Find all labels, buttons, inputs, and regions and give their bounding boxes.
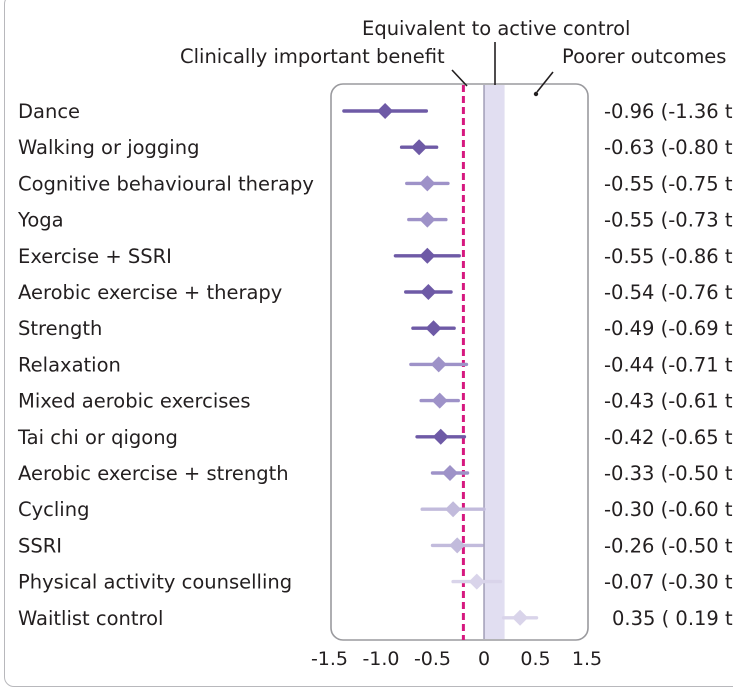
ci-value-text: -0.44 (-0.71 to bbox=[604, 353, 733, 376]
figure-frame bbox=[4, 0, 733, 687]
annotation-benefit: Clinically important benefit bbox=[180, 45, 445, 68]
row-label: Cycling bbox=[18, 498, 89, 521]
ci-value-text: -0.63 (-0.80 to bbox=[604, 136, 733, 159]
row-label: Exercise + SSRI bbox=[18, 245, 172, 268]
point-estimate bbox=[512, 609, 529, 626]
ci-value-text: -0.49 (-0.69 to bbox=[604, 317, 733, 340]
annotation-poorer: Poorer outcomes bbox=[562, 45, 726, 68]
ci-value-text: -0.55 (-0.73 to bbox=[604, 209, 733, 232]
row-label: Strength bbox=[18, 317, 102, 340]
ci-value-text: -0.07 (-0.30 to bbox=[604, 571, 733, 594]
x-tick-label: -0.5 bbox=[414, 648, 451, 670]
row-label: Walking or jogging bbox=[18, 136, 199, 159]
row-label: SSRI bbox=[18, 534, 62, 557]
annotation-equivalent: Equivalent to active control bbox=[362, 17, 630, 40]
ci-value-text: -0.30 (-0.60 to bbox=[604, 498, 733, 521]
row-label: Tai chi or qigong bbox=[17, 426, 178, 449]
point-estimate bbox=[419, 211, 436, 228]
x-tick-label: -1.0 bbox=[362, 648, 399, 670]
row-label: Physical activity counselling bbox=[18, 571, 292, 594]
point-estimate bbox=[449, 537, 466, 554]
row-label: Dance bbox=[18, 100, 80, 123]
row-label: Relaxation bbox=[18, 353, 121, 376]
point-estimate bbox=[445, 501, 462, 518]
x-tick-label: -1.5 bbox=[311, 648, 348, 670]
row-label: Aerobic exercise + therapy bbox=[18, 281, 282, 304]
point-estimate bbox=[377, 103, 394, 119]
point-estimate bbox=[468, 573, 485, 590]
point-estimate bbox=[430, 356, 447, 373]
point-estimate bbox=[420, 284, 437, 300]
pointer-benefit bbox=[451, 69, 468, 87]
point-estimate bbox=[419, 247, 436, 264]
row-label: Yoga bbox=[17, 209, 64, 232]
pointer-poorer bbox=[536, 71, 554, 93]
x-tick-label: 0.5 bbox=[520, 648, 550, 670]
point-estimate bbox=[419, 175, 436, 192]
ci-value-text: -0.54 (-0.76 to bbox=[604, 281, 733, 304]
row-label: Aerobic exercise + strength bbox=[18, 462, 289, 485]
rows-layer: Dance -0.96 (-1.36 to Walking or jogging -0… bbox=[17, 100, 733, 630]
equivalence-band bbox=[484, 85, 505, 639]
x-tick-label: 0 bbox=[478, 648, 490, 670]
pointer-poorer-dot bbox=[533, 91, 539, 97]
ci-value-text: -0.42 (-0.65 to bbox=[604, 426, 733, 449]
point-estimate bbox=[411, 139, 428, 156]
row-label: Cognitive behavioural therapy bbox=[18, 172, 314, 195]
x-tick-label: 1.5 bbox=[572, 648, 602, 670]
ci-value-text: 0.35 ( 0.19 to bbox=[612, 607, 733, 630]
ci-value-text: -0.96 (-1.36 to bbox=[604, 100, 733, 123]
x-axis-ticks: -1.5 -1.0 -0.5 0 0.5 1.5 bbox=[311, 648, 602, 670]
ci-value-text: -0.26 (-0.50 to bbox=[604, 534, 733, 557]
point-estimate bbox=[432, 428, 449, 445]
ci-value-text: -0.33 (-0.50 to bbox=[604, 462, 733, 485]
ci-value-text: -0.55 (-0.75 to bbox=[604, 172, 733, 195]
row-label: Waitlist control bbox=[18, 607, 163, 630]
point-estimate bbox=[425, 320, 442, 337]
plot-area bbox=[330, 83, 589, 641]
row-label: Mixed aerobic exercises bbox=[18, 390, 251, 413]
ci-value-text: -0.55 (-0.86 to bbox=[604, 245, 733, 268]
ci-value-text: -0.43 (-0.61 to bbox=[604, 390, 733, 413]
point-estimate bbox=[442, 465, 459, 481]
point-estimate bbox=[431, 392, 448, 409]
